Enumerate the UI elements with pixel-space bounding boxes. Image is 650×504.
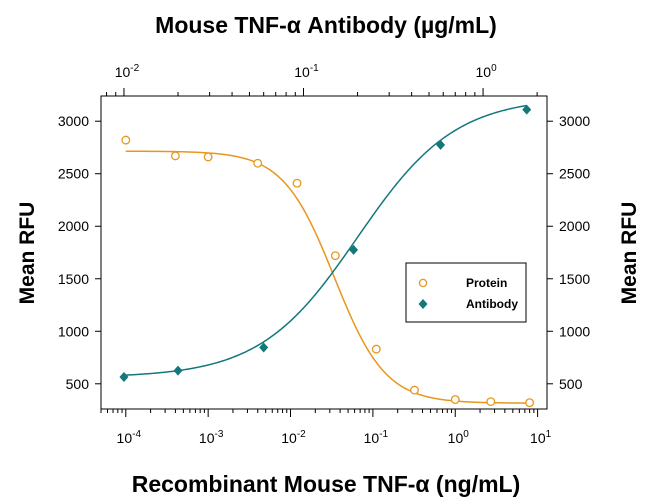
protein-data-point: [203, 152, 213, 162]
fit-curve-protein: [125, 150, 530, 404]
x-tick-label: 10-3: [199, 429, 224, 446]
antibody-data-point: [349, 244, 359, 255]
legend-antibody-label: Antibody: [466, 297, 518, 311]
y-tick-label-left: 2000: [58, 218, 89, 234]
x-tick-label: 10-1: [364, 429, 389, 446]
protein-data-point: [170, 151, 180, 161]
y-tick-label-left: 1500: [58, 271, 89, 287]
antibody-data-point: [436, 139, 446, 150]
antibody-data-point: [173, 365, 183, 376]
legend-box: [405, 262, 527, 323]
protein-data-point: [292, 178, 302, 188]
y-tick-label-left: 1000: [58, 323, 89, 339]
y-tick-label-right: 3000: [559, 113, 590, 129]
antibody-data-point: [522, 104, 532, 115]
top-tick-label: 100: [476, 63, 498, 80]
x-tick-label: 10-2: [281, 429, 306, 446]
legend-protein-marker: [418, 278, 428, 288]
fit-curves: [123, 104, 530, 404]
top-tick-label: 10-2: [115, 63, 140, 80]
protein-data-point: [330, 251, 340, 261]
protein-data-point: [253, 158, 263, 168]
top-tick-label: 10-1: [294, 63, 319, 80]
top-axis-title: Mouse TNF-α Antibody (µg/mL): [155, 12, 497, 38]
protein-data-point: [121, 135, 131, 145]
legend: Protein Antibody: [405, 262, 527, 323]
y-axis-title-left: Mean RFU: [16, 202, 39, 305]
axis-ticks: 500 500 1000 1000 1500 1500 2000 2000 2500 2500 30…: [58, 63, 591, 446]
x-tick-label: 101: [530, 429, 552, 446]
antibody-data-point: [119, 371, 129, 382]
y-tick-label-left: 500: [66, 376, 90, 392]
y-tick-label-right: 1500: [559, 271, 590, 287]
y-tick-label-left: 2500: [58, 166, 89, 182]
protein-data-point: [371, 344, 381, 354]
y-axis-title-right: Mean RFU: [618, 202, 641, 305]
y-tick-label-right: 2000: [559, 218, 590, 234]
y-tick-label-right: 500: [559, 376, 583, 392]
y-tick-label-right: 2500: [559, 166, 590, 182]
protein-data-point: [410, 385, 419, 395]
fit-curve-antibody: [123, 104, 527, 376]
x-tick-label: 10-4: [117, 429, 142, 446]
protein-data-point: [486, 397, 496, 407]
protein-data-point: [450, 395, 460, 404]
protein-data-point: [525, 398, 535, 408]
y-tick-label-right: 1000: [559, 323, 590, 339]
plot-frame: [100, 95, 548, 410]
antibody-data-point: [259, 342, 269, 353]
y-tick-label-left: 3000: [58, 113, 89, 129]
x-axis-title: Recombinant Mouse TNF-α (ng/mL): [132, 471, 521, 497]
x-tick-label: 100: [448, 429, 470, 446]
legend-antibody-marker: [418, 299, 428, 309]
legend-protein-label: Protein: [466, 276, 507, 290]
data-points: [119, 104, 535, 408]
